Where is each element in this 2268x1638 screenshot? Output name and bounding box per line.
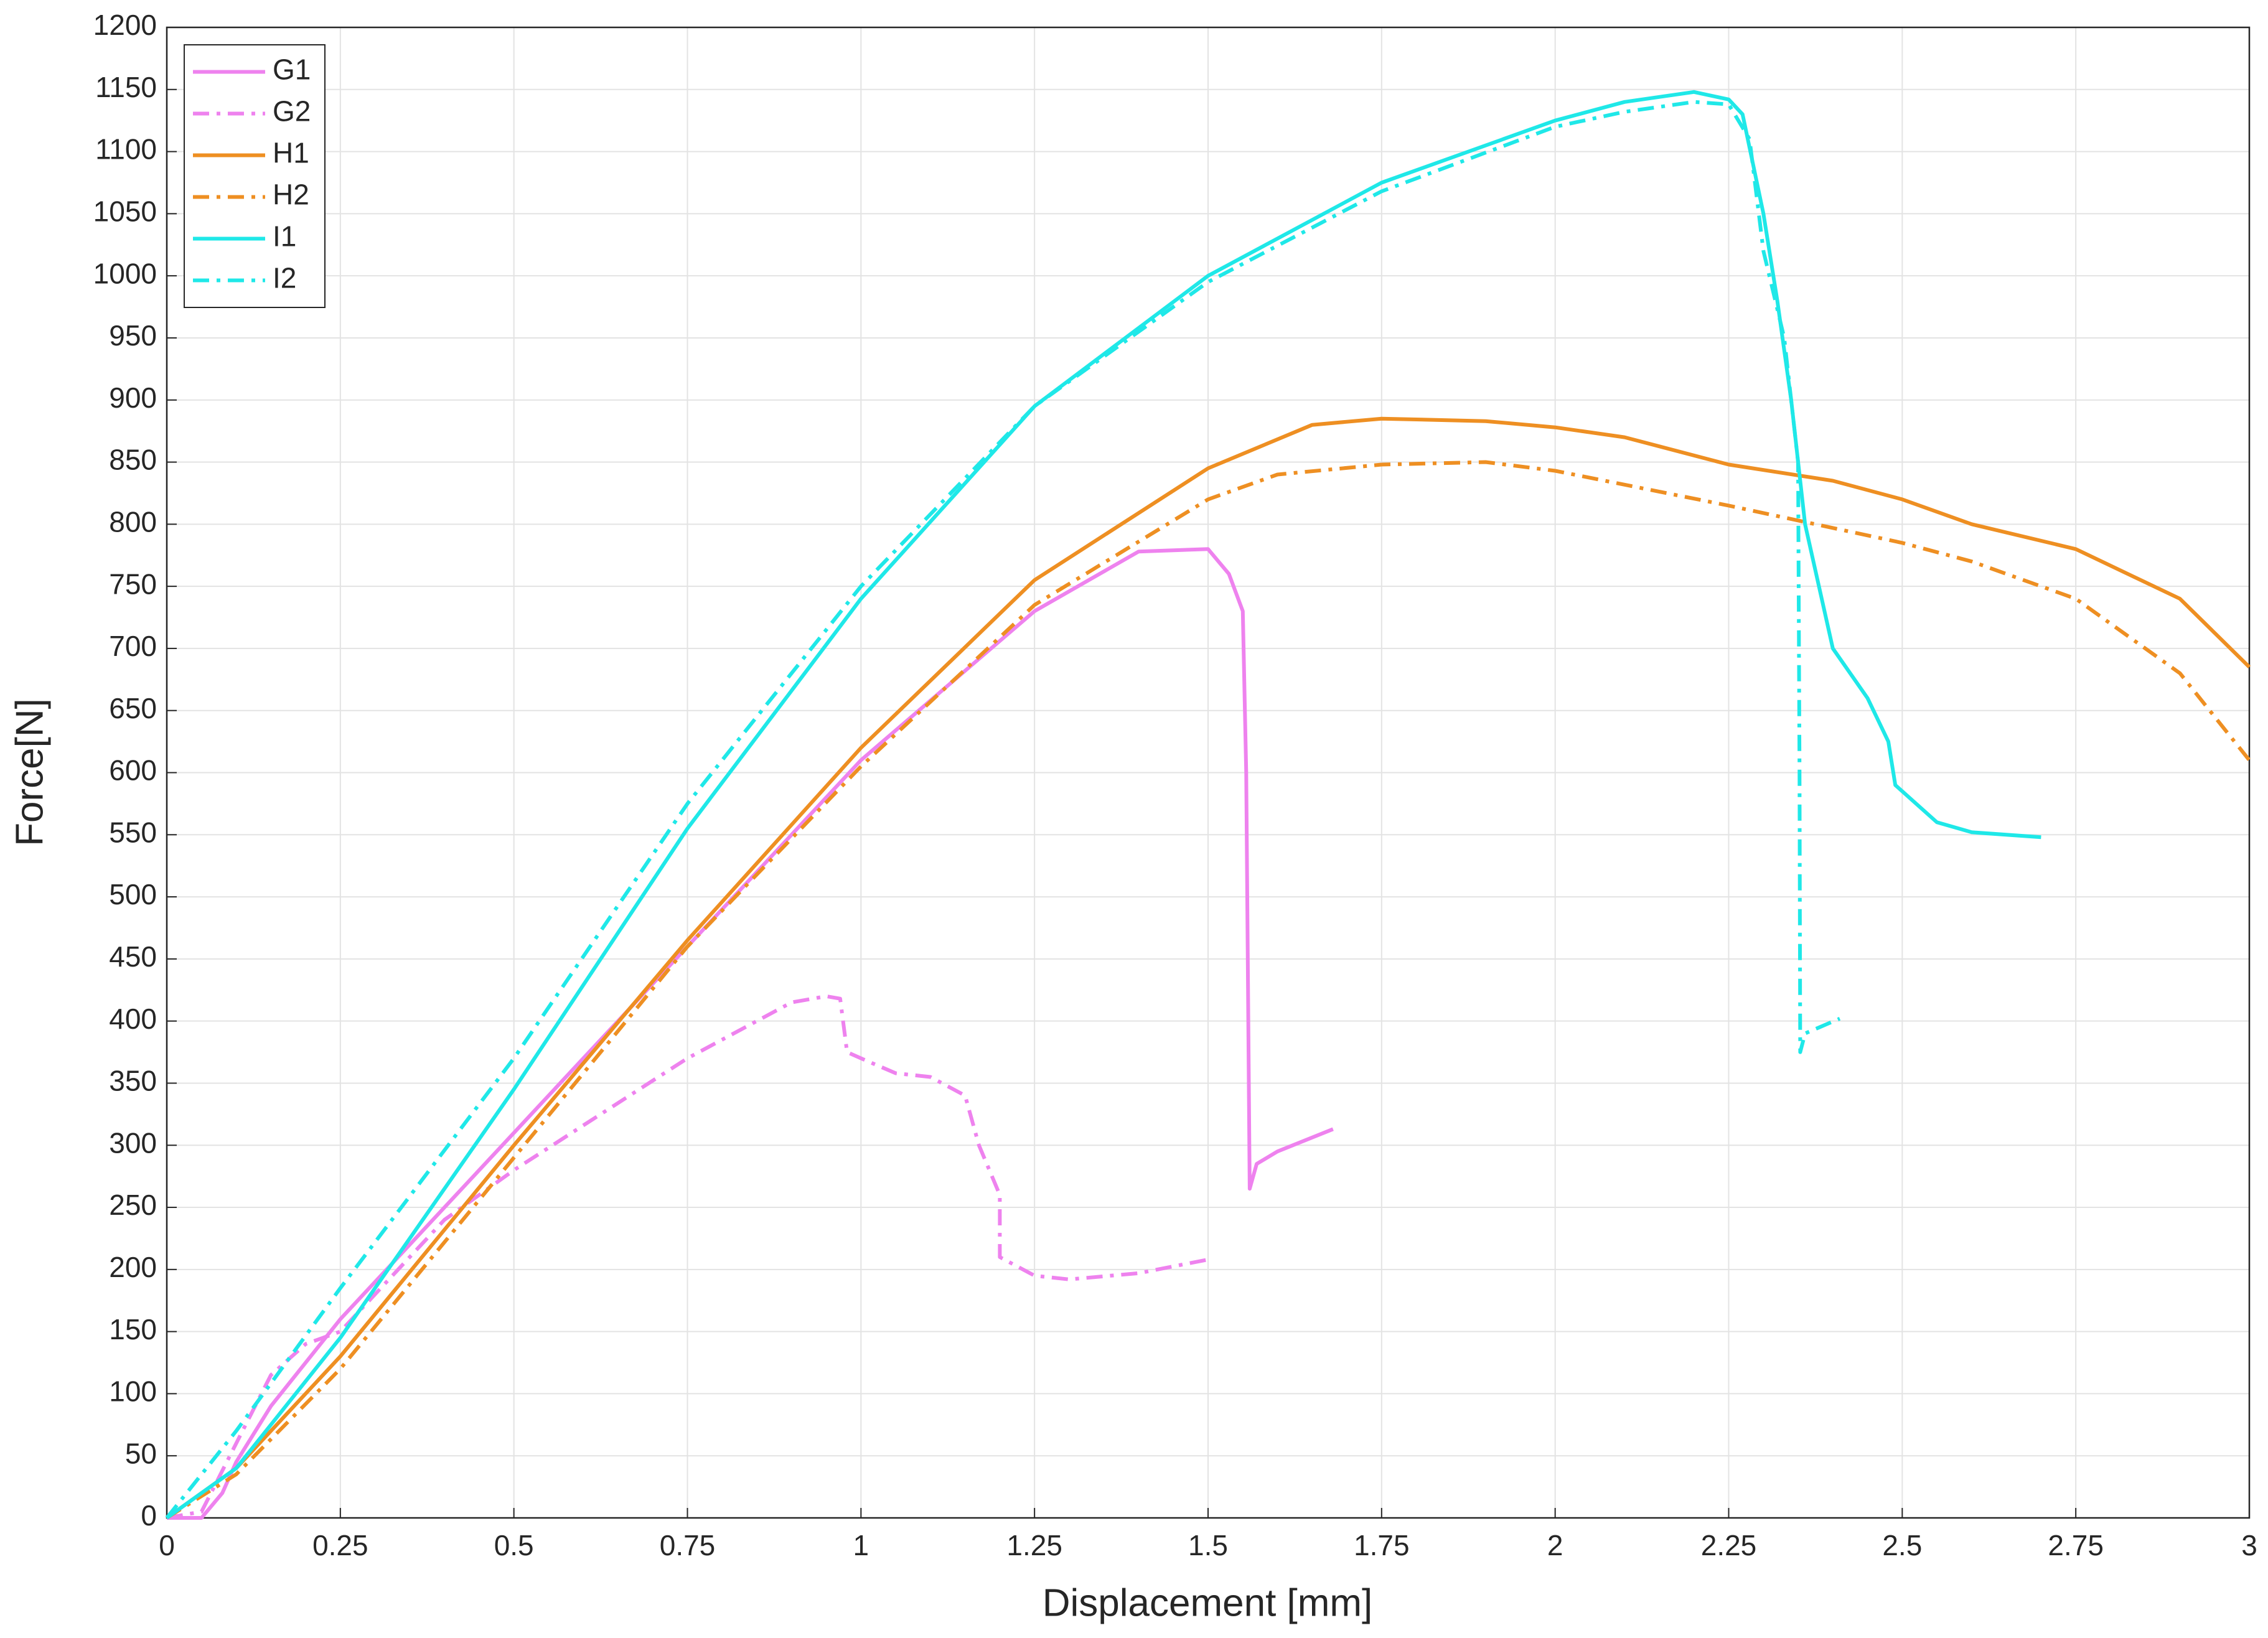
x-tick-label: 2.25 xyxy=(1701,1529,1757,1561)
series-line xyxy=(165,100,1841,1519)
y-tick-label: 1150 xyxy=(95,71,157,103)
legend-label: G1 xyxy=(273,54,311,86)
y-tick-label: 350 xyxy=(109,1065,157,1097)
series-line xyxy=(166,416,2251,1520)
series-line xyxy=(166,994,1209,1520)
x-tick-label: 2 xyxy=(1547,1529,1563,1561)
y-tick-label: 450 xyxy=(109,940,157,973)
series-line xyxy=(166,460,2251,1520)
x-tick-label: 0.75 xyxy=(660,1529,716,1561)
y-tick-label: 1200 xyxy=(93,9,157,41)
x-tick-label: 0.5 xyxy=(494,1529,534,1561)
y-tick-label: 700 xyxy=(109,630,157,662)
x-tick-label: 0.25 xyxy=(312,1529,368,1561)
y-tick-label: 0 xyxy=(141,1499,157,1532)
y-tick-label: 650 xyxy=(109,692,157,724)
y-tick-label: 400 xyxy=(109,1003,157,1035)
legend-label: G2 xyxy=(273,95,311,128)
y-tick-label: 50 xyxy=(125,1437,157,1469)
x-tick-label: 0 xyxy=(159,1529,175,1561)
y-tick-label: 250 xyxy=(109,1189,157,1221)
x-tick-label: 2.75 xyxy=(2048,1529,2104,1561)
legend: G1 G2 H1 H2 I1 I2 xyxy=(184,44,326,308)
y-tick-label: 750 xyxy=(109,568,157,600)
y-tick-label: 200 xyxy=(109,1251,157,1283)
legend-label: I2 xyxy=(273,262,296,294)
x-tick-label: 1.25 xyxy=(1006,1529,1062,1561)
y-tick-label: 500 xyxy=(109,878,157,910)
series-line xyxy=(167,547,1334,1520)
x-tick-label: 1 xyxy=(853,1529,869,1561)
legend-label: H2 xyxy=(273,179,309,211)
plot-frame xyxy=(166,26,2251,1519)
y-tick-label: 1000 xyxy=(93,257,157,289)
x-tick-label: 1.5 xyxy=(1188,1529,1228,1561)
y-tick-label: 800 xyxy=(109,505,157,538)
y-tick-label: 1100 xyxy=(95,133,157,166)
legend-label: H1 xyxy=(273,137,309,169)
x-tick-label: 3 xyxy=(2241,1529,2257,1561)
y-tick-label: 1050 xyxy=(93,195,157,228)
x-tick-label: 1.75 xyxy=(1354,1529,1410,1561)
legend-label: I1 xyxy=(273,220,296,253)
y-axis-label: Force[N] xyxy=(8,698,51,846)
series-line xyxy=(166,90,2041,1520)
legend-box xyxy=(184,44,326,308)
y-tick-label: 950 xyxy=(109,319,157,352)
x-axis-label: Displacement [mm] xyxy=(1043,1581,1373,1624)
y-tick-label: 900 xyxy=(109,381,157,414)
y-tick-label: 150 xyxy=(109,1313,157,1346)
y-tick-label: 550 xyxy=(109,816,157,848)
y-tick-label: 300 xyxy=(109,1126,157,1159)
y-tick-label: 850 xyxy=(109,444,157,476)
y-tick-label: 600 xyxy=(109,754,157,787)
y-tick-label: 100 xyxy=(109,1375,157,1408)
x-tick-label: 2.5 xyxy=(1882,1529,1922,1561)
